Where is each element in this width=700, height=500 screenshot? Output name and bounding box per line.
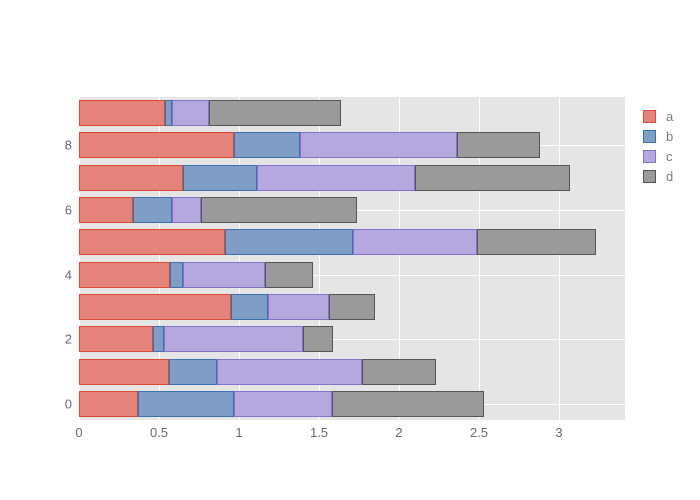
y-gridline-2 bbox=[79, 339, 625, 341]
x-gridline-0.5 bbox=[159, 97, 160, 420]
legend-swatch-d bbox=[643, 169, 656, 183]
x-gridline-1.5 bbox=[319, 97, 320, 420]
bar-0-segment-a[interactable] bbox=[79, 390, 139, 417]
bar-1-segment-a[interactable] bbox=[79, 358, 169, 385]
x-tick-label-1: 1 bbox=[235, 425, 243, 440]
bar-4-segment-b[interactable] bbox=[170, 261, 183, 288]
bar-4-segment-a[interactable] bbox=[79, 261, 171, 288]
bar-4-segment-d[interactable] bbox=[264, 261, 313, 288]
legend-item-b[interactable]: b bbox=[643, 126, 673, 146]
bar-5-segment-b[interactable] bbox=[224, 229, 353, 256]
legend-item-c[interactable]: c bbox=[643, 146, 673, 166]
x-gridline-0 bbox=[79, 97, 80, 420]
bar-9-segment-b[interactable] bbox=[165, 100, 172, 127]
bar-7-segment-a[interactable] bbox=[79, 164, 183, 191]
bar-2-segment-c[interactable] bbox=[163, 326, 303, 353]
bar-6-segment-d[interactable] bbox=[200, 197, 358, 224]
x-gridline-2 bbox=[399, 97, 400, 420]
bar-6-segment-b[interactable] bbox=[133, 197, 172, 224]
legend-item-a[interactable]: a bbox=[643, 106, 673, 126]
x-tick-label-0.5: 0.5 bbox=[149, 425, 169, 440]
y-tick-label-8: 8 bbox=[64, 137, 72, 153]
bar-7-segment-b[interactable] bbox=[183, 164, 257, 191]
bar-8-segment-a[interactable] bbox=[79, 132, 235, 159]
legend-item-d[interactable]: d bbox=[643, 166, 673, 186]
bar-9-segment-d[interactable] bbox=[208, 100, 342, 127]
bar-3-segment-b[interactable] bbox=[231, 293, 268, 320]
legend-swatch-a bbox=[643, 109, 656, 123]
bar-3-segment-a[interactable] bbox=[79, 293, 231, 320]
y-gridline-4 bbox=[79, 274, 625, 276]
legend-label-c: c bbox=[666, 148, 673, 164]
x-gridline-3 bbox=[559, 97, 560, 420]
bar-2-segment-a[interactable] bbox=[79, 326, 153, 353]
x-gridline-2.5 bbox=[479, 97, 480, 420]
bar-5-segment-c[interactable] bbox=[352, 229, 478, 256]
legend-label-a: a bbox=[666, 108, 674, 124]
legend-label-b: b bbox=[666, 128, 674, 144]
bar-9-segment-a[interactable] bbox=[79, 100, 166, 127]
y-tick-label-0: 0 bbox=[64, 396, 72, 412]
bar-5-segment-d[interactable] bbox=[477, 229, 596, 256]
bar-7-segment-d[interactable] bbox=[415, 164, 571, 191]
bar-1-segment-b[interactable] bbox=[168, 358, 217, 385]
x-tick-label-2.5: 2.5 bbox=[469, 425, 489, 440]
bar-2-segment-b[interactable] bbox=[152, 326, 164, 353]
bar-1-segment-d[interactable] bbox=[362, 358, 436, 385]
bar-3-segment-c[interactable] bbox=[267, 293, 329, 320]
legend-label-d: d bbox=[666, 168, 674, 184]
bar-1-segment-c[interactable] bbox=[216, 358, 363, 385]
bar-0-segment-b[interactable] bbox=[138, 390, 235, 417]
bar-8-segment-d[interactable] bbox=[456, 132, 540, 159]
bar-0-segment-c[interactable] bbox=[234, 390, 332, 417]
plot-area[interactable] bbox=[79, 97, 625, 420]
x-tick-label-0: 0 bbox=[75, 425, 83, 440]
bar-6-segment-a[interactable] bbox=[79, 197, 134, 224]
bar-3-segment-d[interactable] bbox=[328, 293, 375, 320]
bar-6-segment-c[interactable] bbox=[171, 197, 201, 224]
legend-swatch-c bbox=[643, 149, 656, 163]
x-gridline-1 bbox=[239, 97, 240, 420]
bar-0-segment-d[interactable] bbox=[331, 390, 484, 417]
y-tick-label-4: 4 bbox=[64, 267, 72, 283]
bar-7-segment-c[interactable] bbox=[256, 164, 415, 191]
bar-9-segment-c[interactable] bbox=[171, 100, 209, 127]
bar-5-segment-a[interactable] bbox=[79, 229, 225, 256]
x-tick-label-1.5: 1.5 bbox=[309, 425, 329, 440]
y-tick-label-6: 6 bbox=[64, 202, 72, 218]
legend-swatch-b bbox=[643, 129, 656, 143]
bar-8-segment-b[interactable] bbox=[234, 132, 300, 159]
bar-8-segment-c[interactable] bbox=[299, 132, 457, 159]
bar-2-segment-d[interactable] bbox=[303, 326, 334, 353]
x-tick-label-3: 3 bbox=[555, 425, 563, 440]
y-tick-label-2: 2 bbox=[64, 331, 72, 347]
x-tick-label-2: 2 bbox=[395, 425, 403, 440]
bar-4-segment-c[interactable] bbox=[183, 261, 265, 288]
